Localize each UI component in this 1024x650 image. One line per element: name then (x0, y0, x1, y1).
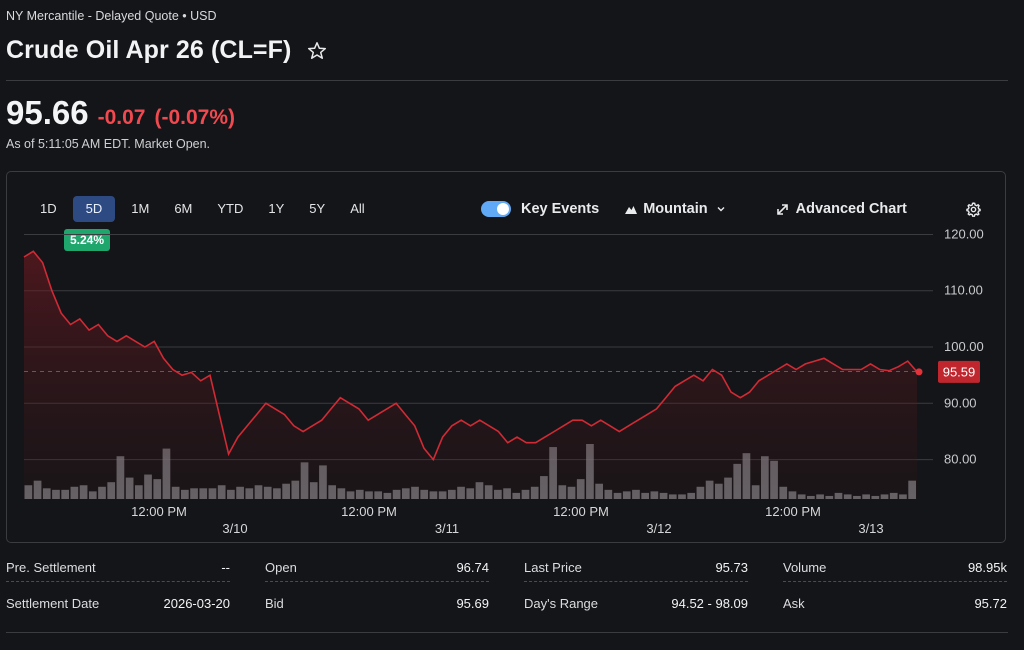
x-date-label: 3/10 (222, 521, 247, 536)
stat-value: 94.52 - 98.09 (671, 596, 748, 611)
last-price-label: 95.59 (943, 364, 976, 379)
stat-label: Settlement Date (6, 596, 100, 611)
y-tick-label: 110.00 (944, 283, 983, 298)
stat-value: 95.72 (974, 596, 1007, 611)
range-button-1m[interactable]: 1M (131, 201, 150, 216)
chart-settings-button[interactable] (966, 201, 981, 217)
x-time-label: 12:00 PM (341, 504, 397, 519)
chart-type-label: Mountain (643, 201, 708, 217)
x-date-label: 3/12 (646, 521, 671, 536)
price-line (23, 250, 918, 462)
stat-label: Volume (783, 560, 827, 575)
range-button-5y[interactable]: 5Y (309, 201, 326, 216)
range-button-6m[interactable]: 6M (174, 201, 193, 216)
range-button-1d[interactable]: 1D (40, 201, 57, 216)
range-button-1y[interactable]: 1Y (268, 201, 285, 216)
stat-volume: Volume 98.95k (783, 555, 1007, 582)
stat-open: Open 96.74 (265, 555, 489, 582)
stat-day-s-range: Day's Range 94.52 - 98.09 (524, 591, 748, 617)
stat-label: Pre. Settlement (6, 560, 96, 575)
stat-value: 96.74 (456, 560, 489, 575)
price-chart[interactable]: 120.00 110.00 100.00 90.00 80.00 95.59 12:00 P… (7, 172, 1005, 542)
stat-label: Day's Range (524, 596, 599, 611)
y-tick-label: 80.00 (944, 452, 977, 467)
stat-settlement-date: Settlement Date 2026-03-20 (6, 591, 230, 617)
advanced-chart-label: Advanced Chart (795, 201, 907, 217)
stat-label: Ask (783, 596, 805, 611)
mountain-icon (625, 206, 638, 214)
gear-icon (966, 201, 981, 217)
x-date-label: 3/13 (858, 521, 883, 536)
y-tick-label: 90.00 (944, 395, 977, 410)
price-area (24, 251, 917, 499)
toggle-switch[interactable] (481, 201, 511, 217)
price-row: 95.66 -0.07 (-0.07%) (6, 94, 235, 132)
chart-tools: Key Events Mountain Advanced Chart (481, 196, 981, 222)
advanced-chart-link[interactable]: Advanced Chart (776, 201, 907, 217)
star-icon[interactable] (307, 41, 327, 61)
x-time-label: 12:00 PM (765, 504, 821, 519)
stat-value: 95.73 (715, 560, 748, 575)
market-status: As of 5:11:05 AM EDT. Market Open. (6, 137, 211, 151)
x-time-label: 12:00 PM (131, 504, 187, 519)
stat-pre-settlement: Pre. Settlement -- (6, 555, 230, 582)
chart-type-dropdown[interactable]: Mountain (625, 201, 725, 217)
stat-label: Open (265, 560, 297, 575)
y-tick-label: 100.00 (944, 339, 984, 354)
stat-ask: Ask 95.72 (783, 591, 1007, 617)
header-divider (6, 80, 1008, 81)
range-button-5d[interactable]: 5D (72, 196, 116, 222)
title-row: Crude Oil Apr 26 (CL=F) (6, 36, 327, 65)
range-button-all[interactable]: All (350, 201, 365, 216)
page-title: Crude Oil Apr 26 (CL=F) (6, 36, 292, 64)
key-events-toggle[interactable]: Key Events (481, 201, 599, 217)
key-events-label: Key Events (521, 201, 600, 217)
last-price-tag (938, 360, 980, 383)
stat-last-price: Last Price 95.73 (524, 555, 748, 582)
range-selector: 1D 5D 1M 6M YTD 1Y 5Y All (31, 196, 381, 222)
x-date-label: 3/11 (435, 521, 459, 536)
price-change: -0.07 (97, 106, 146, 129)
y-tick-label: 120.00 (944, 226, 984, 241)
stat-value: -- (221, 560, 230, 575)
exchange-line: NY Mercantile - Delayed Quote • USD (6, 9, 217, 23)
stat-value: 2026-03-20 (163, 596, 231, 611)
range-button-ytd[interactable]: YTD (217, 201, 244, 216)
chevron-down-icon (717, 207, 725, 212)
stat-value: 98.95k (967, 560, 1007, 575)
expand-icon (776, 203, 788, 215)
last-price: 95.66 (6, 94, 89, 131)
stat-label: Bid (265, 596, 284, 611)
stat-value: 95.69 (456, 596, 489, 611)
stat-label: Last Price (524, 560, 582, 575)
price-change-percent: (-0.07%) (154, 106, 235, 129)
last-price-dot (915, 368, 923, 376)
chart-card: 1D 5D 1M 6M YTD 1Y 5Y All 5.24% Key Events Moun… (6, 171, 1006, 543)
stat-bid: Bid 95.69 (265, 591, 489, 617)
x-time-label: 12:00 PM (553, 504, 609, 519)
footer-divider (6, 632, 1008, 633)
